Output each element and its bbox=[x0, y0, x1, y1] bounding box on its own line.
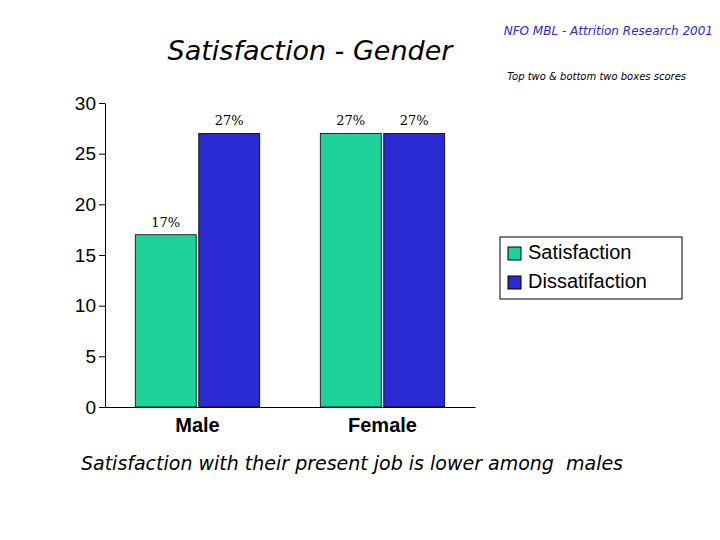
data-label: 27% bbox=[215, 113, 244, 128]
data-label: 27% bbox=[336, 113, 365, 128]
y-axis: 0 5 10 15 20 25 30 bbox=[75, 93, 106, 418]
legend: Satisfaction Dissatifaction bbox=[500, 237, 682, 299]
y-tick-mark bbox=[99, 255, 105, 256]
legend-swatch bbox=[508, 276, 521, 289]
bar bbox=[199, 133, 260, 407]
legend-item: Dissatifaction bbox=[508, 270, 647, 292]
y-tick-mark bbox=[99, 356, 105, 357]
y-tick-mark bbox=[99, 306, 105, 307]
x-tick: Male bbox=[175, 407, 219, 436]
y-tick: 5 bbox=[85, 346, 105, 367]
title: Satisfaction - Gender bbox=[168, 35, 455, 66]
y-tick: 10 bbox=[75, 295, 105, 316]
y-tick-mark bbox=[99, 103, 105, 104]
x-tick-label: Male bbox=[175, 414, 219, 436]
y-tick: 30 bbox=[75, 93, 105, 114]
y-tick: 20 bbox=[75, 194, 105, 215]
subtitle: Top two & bottom two boxes scores bbox=[507, 71, 686, 82]
y-tick-label: 30 bbox=[75, 93, 96, 114]
chart: NFO MBL - Attrition Research 2001 Satisfa… bbox=[0, 0, 720, 540]
x-axis-line bbox=[106, 407, 476, 408]
y-tick-label: 0 bbox=[85, 397, 96, 418]
x-tick: Female bbox=[348, 407, 417, 436]
bars bbox=[135, 133, 444, 407]
y-tick-label: 5 bbox=[85, 346, 96, 367]
header-note: NFO MBL - Attrition Research 2001 bbox=[504, 24, 713, 38]
x-axis: Male Female bbox=[106, 407, 476, 436]
y-tick-label: 15 bbox=[75, 245, 96, 266]
y-tick-label: 25 bbox=[75, 143, 96, 164]
y-tick-mark bbox=[99, 407, 105, 408]
legend-label: Dissatifaction bbox=[528, 270, 647, 292]
y-tick: 15 bbox=[75, 245, 105, 266]
bar bbox=[320, 133, 381, 407]
y-tick-label: 20 bbox=[75, 194, 96, 215]
caption: Satisfaction with their present job is l… bbox=[81, 452, 623, 474]
y-tick: 0 bbox=[85, 397, 105, 418]
legend-box bbox=[500, 237, 682, 299]
y-tick: 25 bbox=[75, 143, 105, 164]
y-tick-mark bbox=[99, 204, 105, 205]
y-tick-label: 10 bbox=[75, 295, 96, 316]
y-axis-line bbox=[105, 104, 106, 408]
legend-item: Satisfaction bbox=[508, 241, 631, 263]
legend-label: Satisfaction bbox=[528, 241, 631, 263]
bar bbox=[135, 235, 196, 407]
data-label: 17% bbox=[151, 215, 180, 230]
x-tick-label: Female bbox=[348, 414, 417, 436]
bar bbox=[384, 133, 445, 407]
legend-swatch bbox=[508, 247, 521, 260]
data-labels: 17% 27% 27% 27% bbox=[151, 113, 428, 229]
data-label: 27% bbox=[400, 113, 429, 128]
y-tick-mark bbox=[99, 154, 105, 155]
